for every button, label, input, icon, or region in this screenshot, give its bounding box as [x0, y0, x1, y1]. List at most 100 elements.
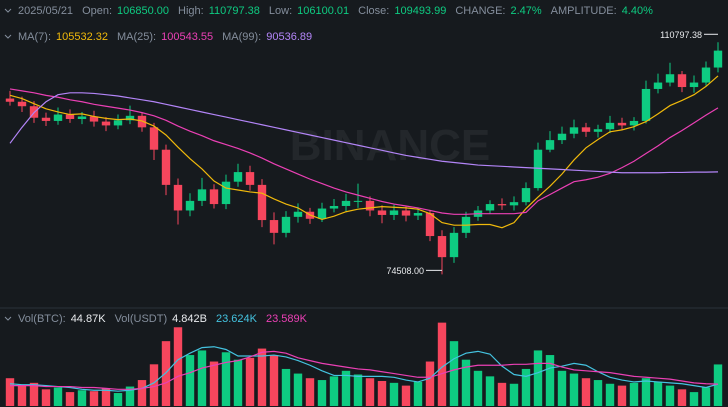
volume-bar	[677, 389, 687, 406]
volume-bar	[293, 373, 303, 406]
candle-body	[173, 184, 183, 211]
candle-body	[353, 200, 363, 202]
volume-bar	[113, 393, 123, 406]
ma-line	[9, 92, 719, 174]
candle-body	[125, 115, 135, 121]
candle-body	[89, 116, 99, 122]
volume-bar	[233, 359, 243, 406]
volume-bar	[185, 355, 195, 406]
volume-bar	[197, 350, 207, 406]
quote-volume-value: 4.842B	[172, 313, 207, 325]
watermark: BINANCE	[290, 121, 490, 170]
candle-body	[569, 127, 579, 134]
candle-body	[425, 213, 435, 237]
low-label: 74508.00	[386, 266, 424, 276]
candle-body	[281, 216, 291, 233]
field-label: Close:	[358, 5, 390, 17]
high-label: 110797.38	[660, 30, 702, 40]
volume-bar	[473, 370, 483, 406]
volume-ma-value: 23.624K	[216, 313, 257, 325]
ma-line	[9, 75, 719, 229]
candle-body	[629, 120, 639, 126]
volume-bar	[593, 380, 603, 406]
candle-body	[365, 200, 375, 211]
volume-bar	[173, 327, 183, 406]
volume-bar	[413, 381, 423, 406]
volume-bar	[269, 355, 279, 406]
ma-value: 105532.32	[56, 31, 108, 43]
candle-body	[317, 208, 327, 219]
candle-body	[485, 204, 495, 211]
volume-bar	[701, 387, 711, 406]
candle-body	[389, 210, 399, 215]
ma-header: MA(7): 105532.32 MA(25): 100543.55 MA(99): 90…	[18, 31, 316, 43]
volume-bar	[281, 368, 291, 406]
candle-body	[341, 200, 351, 206]
candle-body	[545, 140, 555, 150]
volume-bar	[641, 378, 651, 406]
candle-body	[293, 211, 303, 217]
candle-body	[653, 82, 663, 89]
volume-ma-value: 23.589K	[265, 313, 307, 325]
candle-body	[449, 232, 459, 258]
candle-body	[197, 189, 207, 201]
volume-bar	[245, 357, 255, 406]
ma-line	[9, 88, 719, 215]
volume-bar	[497, 382, 507, 406]
volume-bar	[365, 378, 375, 406]
volume-bar	[689, 392, 699, 406]
volume-bar	[149, 364, 159, 406]
candle-body	[113, 120, 123, 126]
field-value: 110797.38	[208, 5, 260, 17]
candle-body	[413, 213, 423, 216]
ma-label: MA(99):	[222, 31, 262, 43]
volume-bar	[533, 350, 543, 406]
volume-ma-line	[10, 350, 719, 390]
volume-value: 44.87K	[70, 313, 106, 325]
candle-body	[665, 74, 675, 83]
volume-bar	[665, 385, 675, 406]
volume-bar	[401, 385, 411, 406]
volume-header: Vol(BTC): 44.87K Vol(USDT) 4.842B 23.624K 23.…	[18, 313, 311, 325]
ma-label: MA(25):	[117, 31, 157, 43]
volume-bar	[581, 378, 591, 406]
volume-bar	[353, 374, 363, 406]
volume-bar	[29, 382, 39, 406]
volume-bar	[209, 361, 219, 406]
candle-body	[677, 74, 687, 88]
candle-body	[521, 188, 531, 203]
volume-bar	[569, 373, 579, 406]
candle-body	[641, 88, 651, 121]
candle-body	[221, 181, 231, 205]
volume-bar	[257, 348, 267, 406]
candle-body	[41, 117, 51, 121]
candle-body	[713, 50, 723, 68]
volume-bar	[341, 370, 351, 406]
candle-body	[53, 114, 63, 121]
volume-bar	[65, 392, 75, 406]
ma-value: 100543.55	[161, 31, 214, 43]
volume-bar	[437, 322, 447, 406]
candle-body	[209, 189, 219, 205]
candle-body	[557, 133, 567, 141]
candle-body	[185, 200, 195, 211]
collapse-icon[interactable]	[4, 8, 12, 13]
ma-value: 90536.89	[266, 31, 313, 43]
volume-bar	[389, 382, 399, 406]
volume-bar	[509, 383, 519, 406]
candle-body	[17, 101, 27, 107]
quote-volume-label: Vol(USDT)	[114, 313, 168, 325]
collapse-icon[interactable]	[4, 316, 12, 321]
candle-body	[593, 129, 603, 132]
candle-body	[101, 121, 111, 126]
candle-body	[329, 205, 339, 209]
volume-bar	[713, 364, 723, 406]
volume-bar	[557, 370, 567, 406]
field-label: Open:	[82, 5, 113, 17]
candle-body	[161, 149, 171, 185]
collapse-icon[interactable]	[4, 34, 12, 39]
field-value: 4.40%	[621, 5, 653, 17]
candle-body	[257, 184, 267, 221]
